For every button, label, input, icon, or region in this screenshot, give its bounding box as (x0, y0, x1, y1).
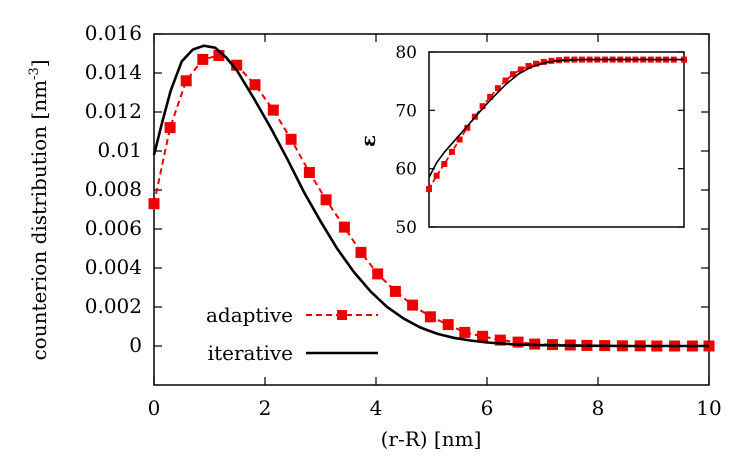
data-point-adaptive (231, 59, 243, 71)
y-tick-label: 0.004 (85, 255, 142, 279)
inset-background (429, 52, 684, 227)
data-point-adaptive (372, 268, 384, 280)
data-point-adaptive (494, 334, 506, 346)
data-point-adaptive (389, 285, 401, 297)
data-point-adaptive (459, 326, 471, 338)
inset-data-point-series-0 (548, 57, 555, 64)
inset-series-line-series-1 (428, 58, 684, 178)
data-point-adaptive (338, 221, 350, 233)
legend: adaptive iterative (206, 303, 378, 365)
data-point-adaptive (512, 336, 524, 348)
inset-y-tick-label: 60 (395, 160, 417, 180)
main-plot-frame (153, 33, 710, 386)
inset-data-point-series-0 (464, 124, 471, 131)
inset-y-tick-label: 70 (395, 101, 417, 121)
legend-marker-adaptive (337, 310, 347, 320)
inset-data-point-series-0 (540, 58, 547, 65)
x-tick-label: 2 (259, 396, 272, 420)
x-axis-label: (r-R) [nm] (381, 427, 482, 451)
x-tick-label: 6 (481, 396, 494, 420)
series-line-iterative (152, 44, 709, 348)
data-point-adaptive (303, 167, 315, 178)
y-axis-label-close: ] (27, 59, 51, 67)
data-point-adaptive (180, 75, 192, 87)
y-axis-label-main: counterion distribution [nm (27, 80, 51, 361)
inset-axis-ticks: 50 60 70 80 (395, 43, 684, 238)
legend-label-iterative: iterative (208, 341, 293, 365)
x-tick-label: 10 (696, 396, 721, 420)
y-tick-label: 0.016 (85, 21, 142, 45)
inset-data-point-series-0 (479, 103, 486, 110)
x-tick-label: 0 (148, 396, 161, 420)
y-tick-label: 0.002 (85, 294, 142, 318)
inset-y-axis-label: ε (356, 135, 380, 147)
inset-data-point-series-0 (502, 77, 509, 84)
y-tick-label: 0.014 (85, 60, 142, 84)
inset-data-point-series-0 (533, 60, 540, 67)
data-point-adaptive (164, 122, 176, 134)
inset-data-point-series-0 (494, 85, 501, 92)
y-tick-label: 0.01 (97, 138, 142, 162)
data-point-adaptive (424, 311, 436, 323)
inset-data-point-series-0 (441, 161, 448, 167)
data-point-adaptive (285, 133, 297, 145)
inset-data-point-series-0 (433, 172, 440, 179)
data-point-adaptive (267, 104, 279, 116)
data-point-adaptive (442, 319, 454, 331)
data-point-adaptive (355, 246, 367, 258)
data-point-adaptive (197, 53, 209, 65)
inset-data-point-series-0 (510, 71, 517, 78)
data-point-adaptive (407, 299, 419, 311)
data-point-adaptive (213, 50, 225, 61)
inset-plot-frame (428, 51, 685, 228)
y-tick-label: 0.006 (85, 216, 142, 240)
data-point-adaptive (477, 330, 489, 342)
x-tick-label: 4 (370, 396, 383, 420)
legend-label-adaptive: adaptive (206, 303, 293, 327)
y-axis-label-exponent: -3 (27, 67, 42, 80)
data-point-adaptive (249, 79, 261, 91)
inset-y-tick-label: 50 (395, 218, 417, 238)
inset-data-point-series-0 (448, 148, 455, 155)
inset-y-tick-label: 80 (395, 43, 417, 63)
inset-series-layer (426, 56, 687, 193)
inset-data-point-series-0 (517, 66, 524, 73)
y-tick-label: 0.012 (85, 99, 142, 123)
main-axis-ticks: 0 2 4 6 8 10 0 0.002 0.004 0.006 0.008 0.01 0.012 0.0… (85, 21, 722, 420)
data-point-adaptive (148, 198, 160, 210)
y-tick-label: 0 (129, 333, 142, 357)
data-point-adaptive (320, 194, 332, 206)
y-tick-label: 0.008 (85, 177, 142, 201)
inset-data-point-series-0 (456, 136, 463, 143)
main-series-layer (148, 44, 715, 352)
x-tick-label: 8 (592, 396, 605, 420)
y-axis-label: counterion distribution [nm-3] (27, 59, 51, 360)
inset-data-point-series-0 (487, 93, 494, 100)
inset-data-point-series-0 (426, 186, 432, 193)
inset-data-point-series-0 (525, 63, 532, 69)
